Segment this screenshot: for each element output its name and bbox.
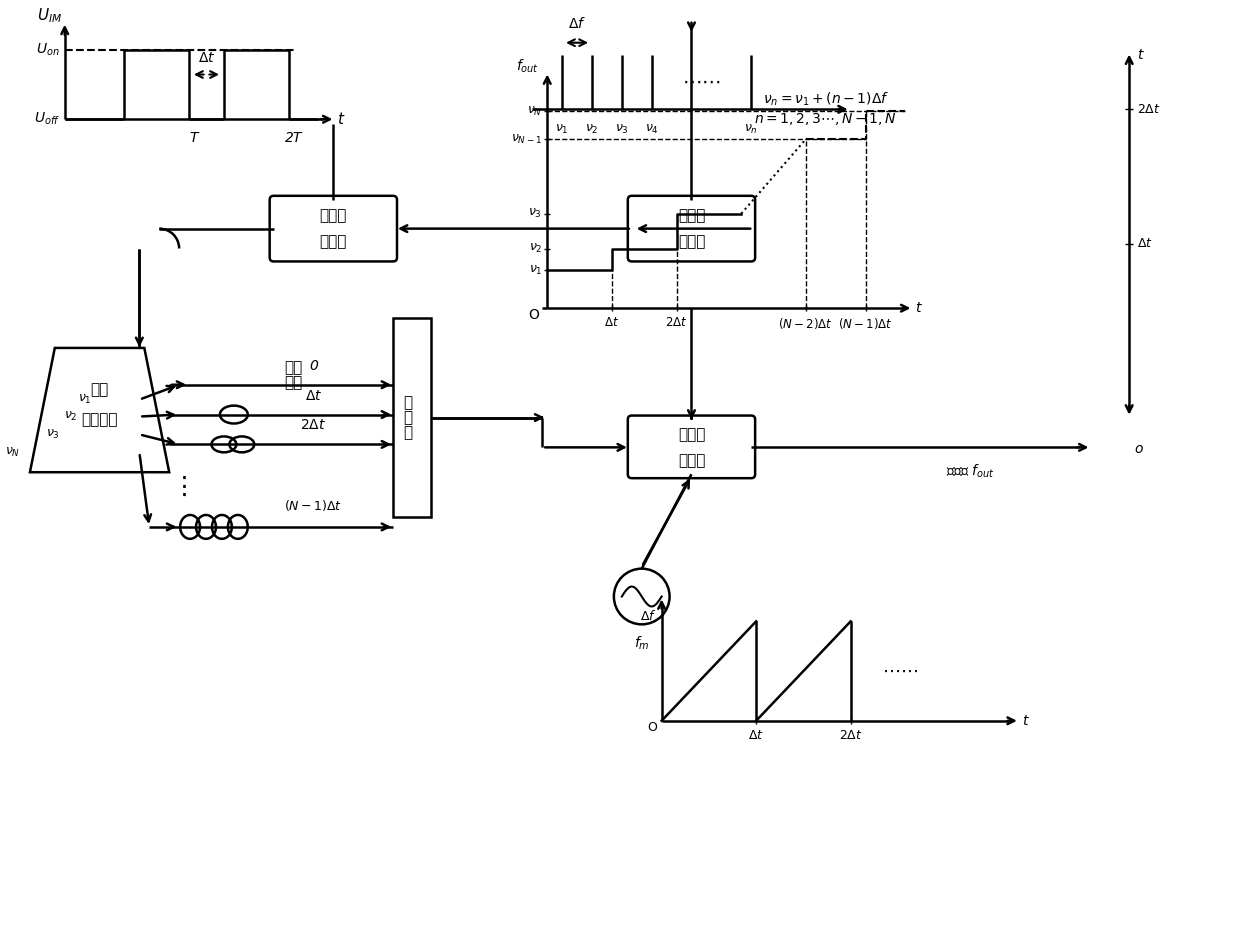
Text: $\nu_1$: $\nu_1$ [556, 123, 569, 136]
Text: 复: 复 [403, 395, 413, 410]
Text: $U_{off}$: $U_{off}$ [33, 111, 60, 128]
Text: $\nu_3$: $\nu_3$ [528, 207, 542, 220]
Text: 时间: 时间 [284, 360, 303, 375]
Text: $U_{IM}$: $U_{IM}$ [36, 6, 62, 25]
Text: $\Delta f$: $\Delta f$ [640, 609, 657, 623]
Text: $\nu_1$: $\nu_1$ [528, 264, 542, 277]
Text: $\nu_4$: $\nu_4$ [645, 123, 658, 136]
Text: O: O [528, 308, 539, 322]
Text: 用: 用 [403, 410, 413, 425]
Text: $2\Delta t$: $2\Delta t$ [666, 316, 688, 329]
Text: $\cdots\cdots$: $\cdots\cdots$ [883, 662, 919, 680]
Text: $(N-1)\Delta t$: $(N-1)\Delta t$ [284, 498, 342, 513]
Text: $\Delta t$: $\Delta t$ [305, 389, 322, 403]
Text: $\nu_N$: $\nu_N$ [527, 105, 542, 118]
Text: $\nu_2$: $\nu_2$ [64, 410, 78, 423]
Text: $\Delta t$: $\Delta t$ [748, 729, 764, 742]
Text: T: T [190, 131, 198, 145]
Text: O: O [647, 720, 657, 733]
Text: $o$: $o$ [1135, 443, 1145, 457]
Text: $\nu_3$: $\nu_3$ [615, 123, 629, 136]
Text: $\nu_2$: $\nu_2$ [528, 242, 542, 255]
Text: 调制器: 调制器 [320, 234, 347, 249]
Text: $\nu_2$: $\nu_2$ [585, 123, 599, 136]
Text: 阵列: 阵列 [91, 382, 109, 397]
Text: 器: 器 [403, 425, 413, 440]
Text: $\Delta t$: $\Delta t$ [604, 316, 620, 329]
Text: $\nu_3$: $\nu_3$ [46, 428, 60, 441]
Text: $t$: $t$ [1022, 714, 1029, 728]
Text: $U_{on}$: $U_{on}$ [36, 42, 60, 57]
Text: $2\Delta t$: $2\Delta t$ [838, 729, 863, 742]
Text: $\Delta f$: $\Delta f$ [568, 16, 587, 31]
Text: $(N-1)\Delta t$: $(N-1)\Delta t$ [838, 316, 893, 332]
Text: 延迟: 延迟 [284, 375, 303, 390]
Text: $t$: $t$ [337, 111, 346, 127]
Text: $2\Delta t$: $2\Delta t$ [300, 419, 326, 432]
Text: $f_{out}$: $f_{out}$ [516, 57, 539, 74]
Text: 单边带: 单边带 [678, 427, 706, 442]
Text: $2\Delta t$: $2\Delta t$ [1137, 103, 1161, 116]
Text: 光输出 $f_{out}$: 光输出 $f_{out}$ [946, 462, 994, 480]
FancyBboxPatch shape [627, 416, 755, 478]
Text: $t$: $t$ [915, 301, 923, 315]
FancyBboxPatch shape [269, 195, 397, 261]
Text: $\nu_n=\nu_1+(n-1)\Delta f$: $\nu_n=\nu_1+(n-1)\Delta f$ [763, 91, 889, 108]
Text: $t$: $t$ [1137, 47, 1145, 62]
Text: 光强度: 光强度 [320, 208, 347, 223]
Text: 调制器: 调制器 [678, 453, 706, 468]
Text: 多波长: 多波长 [678, 208, 706, 223]
FancyBboxPatch shape [627, 195, 755, 261]
Text: $f_m$: $f_m$ [634, 634, 650, 652]
FancyBboxPatch shape [393, 319, 430, 517]
Text: $\Delta t$: $\Delta t$ [1137, 237, 1153, 250]
Text: $\Delta t$: $\Delta t$ [198, 51, 216, 65]
Text: $\vdots$: $\vdots$ [171, 475, 187, 499]
Text: $\nu_{N-1}$: $\nu_{N-1}$ [511, 132, 542, 145]
Text: $n=1,2,3\cdots,N-1,N$: $n=1,2,3\cdots,N-1,N$ [754, 111, 898, 127]
Text: $\cdots\cdots$: $\cdots\cdots$ [682, 72, 720, 91]
Text: $\nu_n$: $\nu_n$ [744, 123, 758, 136]
Text: 波导光栅: 波导光栅 [82, 412, 118, 427]
Text: $\nu_1$: $\nu_1$ [78, 394, 92, 407]
Text: 激光器: 激光器 [678, 234, 706, 249]
Text: 2T: 2T [285, 131, 303, 145]
Text: 0: 0 [309, 358, 317, 373]
Text: $\nu_N$: $\nu_N$ [5, 445, 20, 459]
Text: $(N-2)\Delta t$: $(N-2)\Delta t$ [779, 316, 833, 332]
